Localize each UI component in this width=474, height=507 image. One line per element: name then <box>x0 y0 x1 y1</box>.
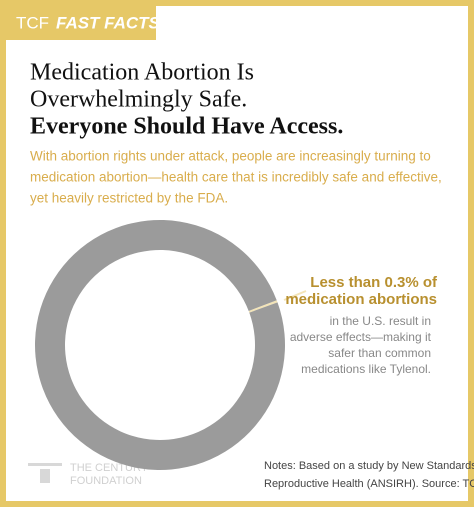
annotation-detail: safer than common <box>328 346 431 360</box>
subtitle-line: medication abortion—health care that is … <box>30 170 442 185</box>
badge <box>6 6 156 40</box>
annotation-detail: in the U.S. result in <box>330 314 431 328</box>
title-line: Overwhelmingly Safe. <box>30 87 247 113</box>
badge-brand: TCF <box>16 13 49 32</box>
annotation-highlight: medication abortions <box>285 291 437 308</box>
subtitle-line: With abortion rights under attack, peopl… <box>30 149 431 164</box>
badge-label: FAST FACTS <box>56 13 161 32</box>
logo-mark <box>28 463 62 466</box>
annotation-detail: adverse effects—making it <box>290 330 432 344</box>
notes-line: Notes: Based on a study by New Standards… <box>264 460 474 472</box>
annotation-detail: medications like Tylenol. <box>301 362 431 376</box>
logo-text: FOUNDATION <box>70 475 142 487</box>
annotation-highlight: Less than 0.3% of <box>310 274 438 291</box>
logo-mark <box>40 469 50 483</box>
subtitle-line: yet heavily restricted by the FDA. <box>30 191 228 206</box>
notes-line: Reproductive Health (ANSIRH). Source: TC… <box>264 478 474 490</box>
donut-slice <box>35 220 286 471</box>
title-line: Medication Abortion Is <box>30 60 254 86</box>
donut-slice <box>248 300 278 313</box>
leader-line <box>283 290 307 301</box>
donut <box>35 220 286 471</box>
title-line: Everyone Should Have Access. <box>30 114 343 140</box>
